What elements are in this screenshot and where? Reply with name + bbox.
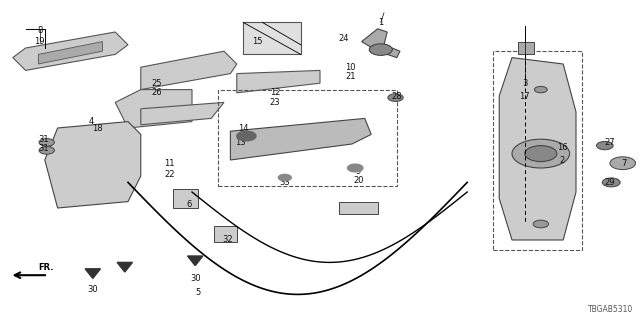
Circle shape bbox=[525, 146, 557, 162]
Text: 19: 19 bbox=[35, 37, 45, 46]
Text: FR.: FR. bbox=[38, 263, 54, 272]
Circle shape bbox=[369, 44, 392, 55]
Text: 31: 31 bbox=[38, 135, 49, 144]
Text: TBGAB5310: TBGAB5310 bbox=[588, 305, 634, 314]
Circle shape bbox=[610, 157, 636, 170]
Text: 16: 16 bbox=[557, 143, 567, 152]
Text: 20: 20 bbox=[353, 176, 364, 185]
Polygon shape bbox=[518, 42, 534, 54]
Text: 15: 15 bbox=[252, 37, 262, 46]
Bar bbox=[173, 189, 198, 208]
Circle shape bbox=[602, 178, 620, 187]
Circle shape bbox=[39, 147, 54, 154]
Polygon shape bbox=[237, 70, 320, 93]
Text: 13: 13 bbox=[235, 138, 245, 147]
Polygon shape bbox=[499, 58, 576, 240]
Text: 32: 32 bbox=[222, 236, 232, 244]
Text: 12: 12 bbox=[270, 88, 280, 97]
Bar bbox=[218, 90, 397, 186]
Text: 11: 11 bbox=[164, 159, 175, 168]
Circle shape bbox=[348, 164, 363, 172]
Text: 27: 27 bbox=[604, 138, 614, 147]
Circle shape bbox=[534, 86, 547, 93]
Text: 14: 14 bbox=[238, 124, 248, 132]
Circle shape bbox=[388, 94, 403, 101]
Text: 24: 24 bbox=[339, 34, 349, 43]
Polygon shape bbox=[117, 262, 132, 272]
Polygon shape bbox=[141, 51, 237, 90]
Text: 9: 9 bbox=[356, 167, 361, 176]
Text: 30: 30 bbox=[88, 285, 98, 294]
Bar bbox=[339, 202, 378, 214]
Polygon shape bbox=[230, 118, 371, 160]
Text: 30: 30 bbox=[190, 274, 200, 283]
Text: 1: 1 bbox=[378, 18, 383, 27]
Polygon shape bbox=[188, 256, 203, 266]
Text: 2: 2 bbox=[559, 156, 564, 164]
Text: 18: 18 bbox=[92, 124, 102, 132]
Text: 7: 7 bbox=[621, 159, 627, 168]
Text: 29: 29 bbox=[604, 178, 614, 187]
Polygon shape bbox=[141, 102, 224, 125]
Text: 4: 4 bbox=[88, 117, 93, 126]
Text: 31: 31 bbox=[38, 144, 49, 153]
Bar bbox=[214, 226, 237, 242]
Circle shape bbox=[533, 220, 548, 228]
Polygon shape bbox=[38, 42, 102, 64]
Circle shape bbox=[278, 174, 291, 181]
Text: 22: 22 bbox=[164, 170, 175, 179]
Circle shape bbox=[512, 139, 570, 168]
Text: 10: 10 bbox=[346, 63, 356, 72]
Text: 26: 26 bbox=[152, 88, 162, 97]
Bar bbox=[243, 22, 301, 54]
Text: 8: 8 bbox=[37, 26, 42, 35]
Polygon shape bbox=[115, 90, 192, 128]
Text: 5: 5 bbox=[196, 288, 201, 297]
Circle shape bbox=[237, 131, 256, 141]
Polygon shape bbox=[13, 32, 128, 70]
Text: 33: 33 bbox=[280, 178, 290, 187]
Polygon shape bbox=[85, 269, 100, 278]
Text: 28: 28 bbox=[392, 92, 402, 100]
Circle shape bbox=[39, 139, 54, 146]
Bar bbox=[493, 51, 582, 250]
Polygon shape bbox=[45, 122, 141, 208]
Circle shape bbox=[596, 141, 613, 150]
Text: 25: 25 bbox=[152, 79, 162, 88]
Text: 21: 21 bbox=[346, 72, 356, 81]
Text: 17: 17 bbox=[520, 92, 530, 100]
Text: 23: 23 bbox=[270, 98, 280, 107]
Text: 6: 6 bbox=[186, 200, 191, 209]
Polygon shape bbox=[362, 29, 400, 58]
Text: 3: 3 bbox=[522, 79, 527, 88]
